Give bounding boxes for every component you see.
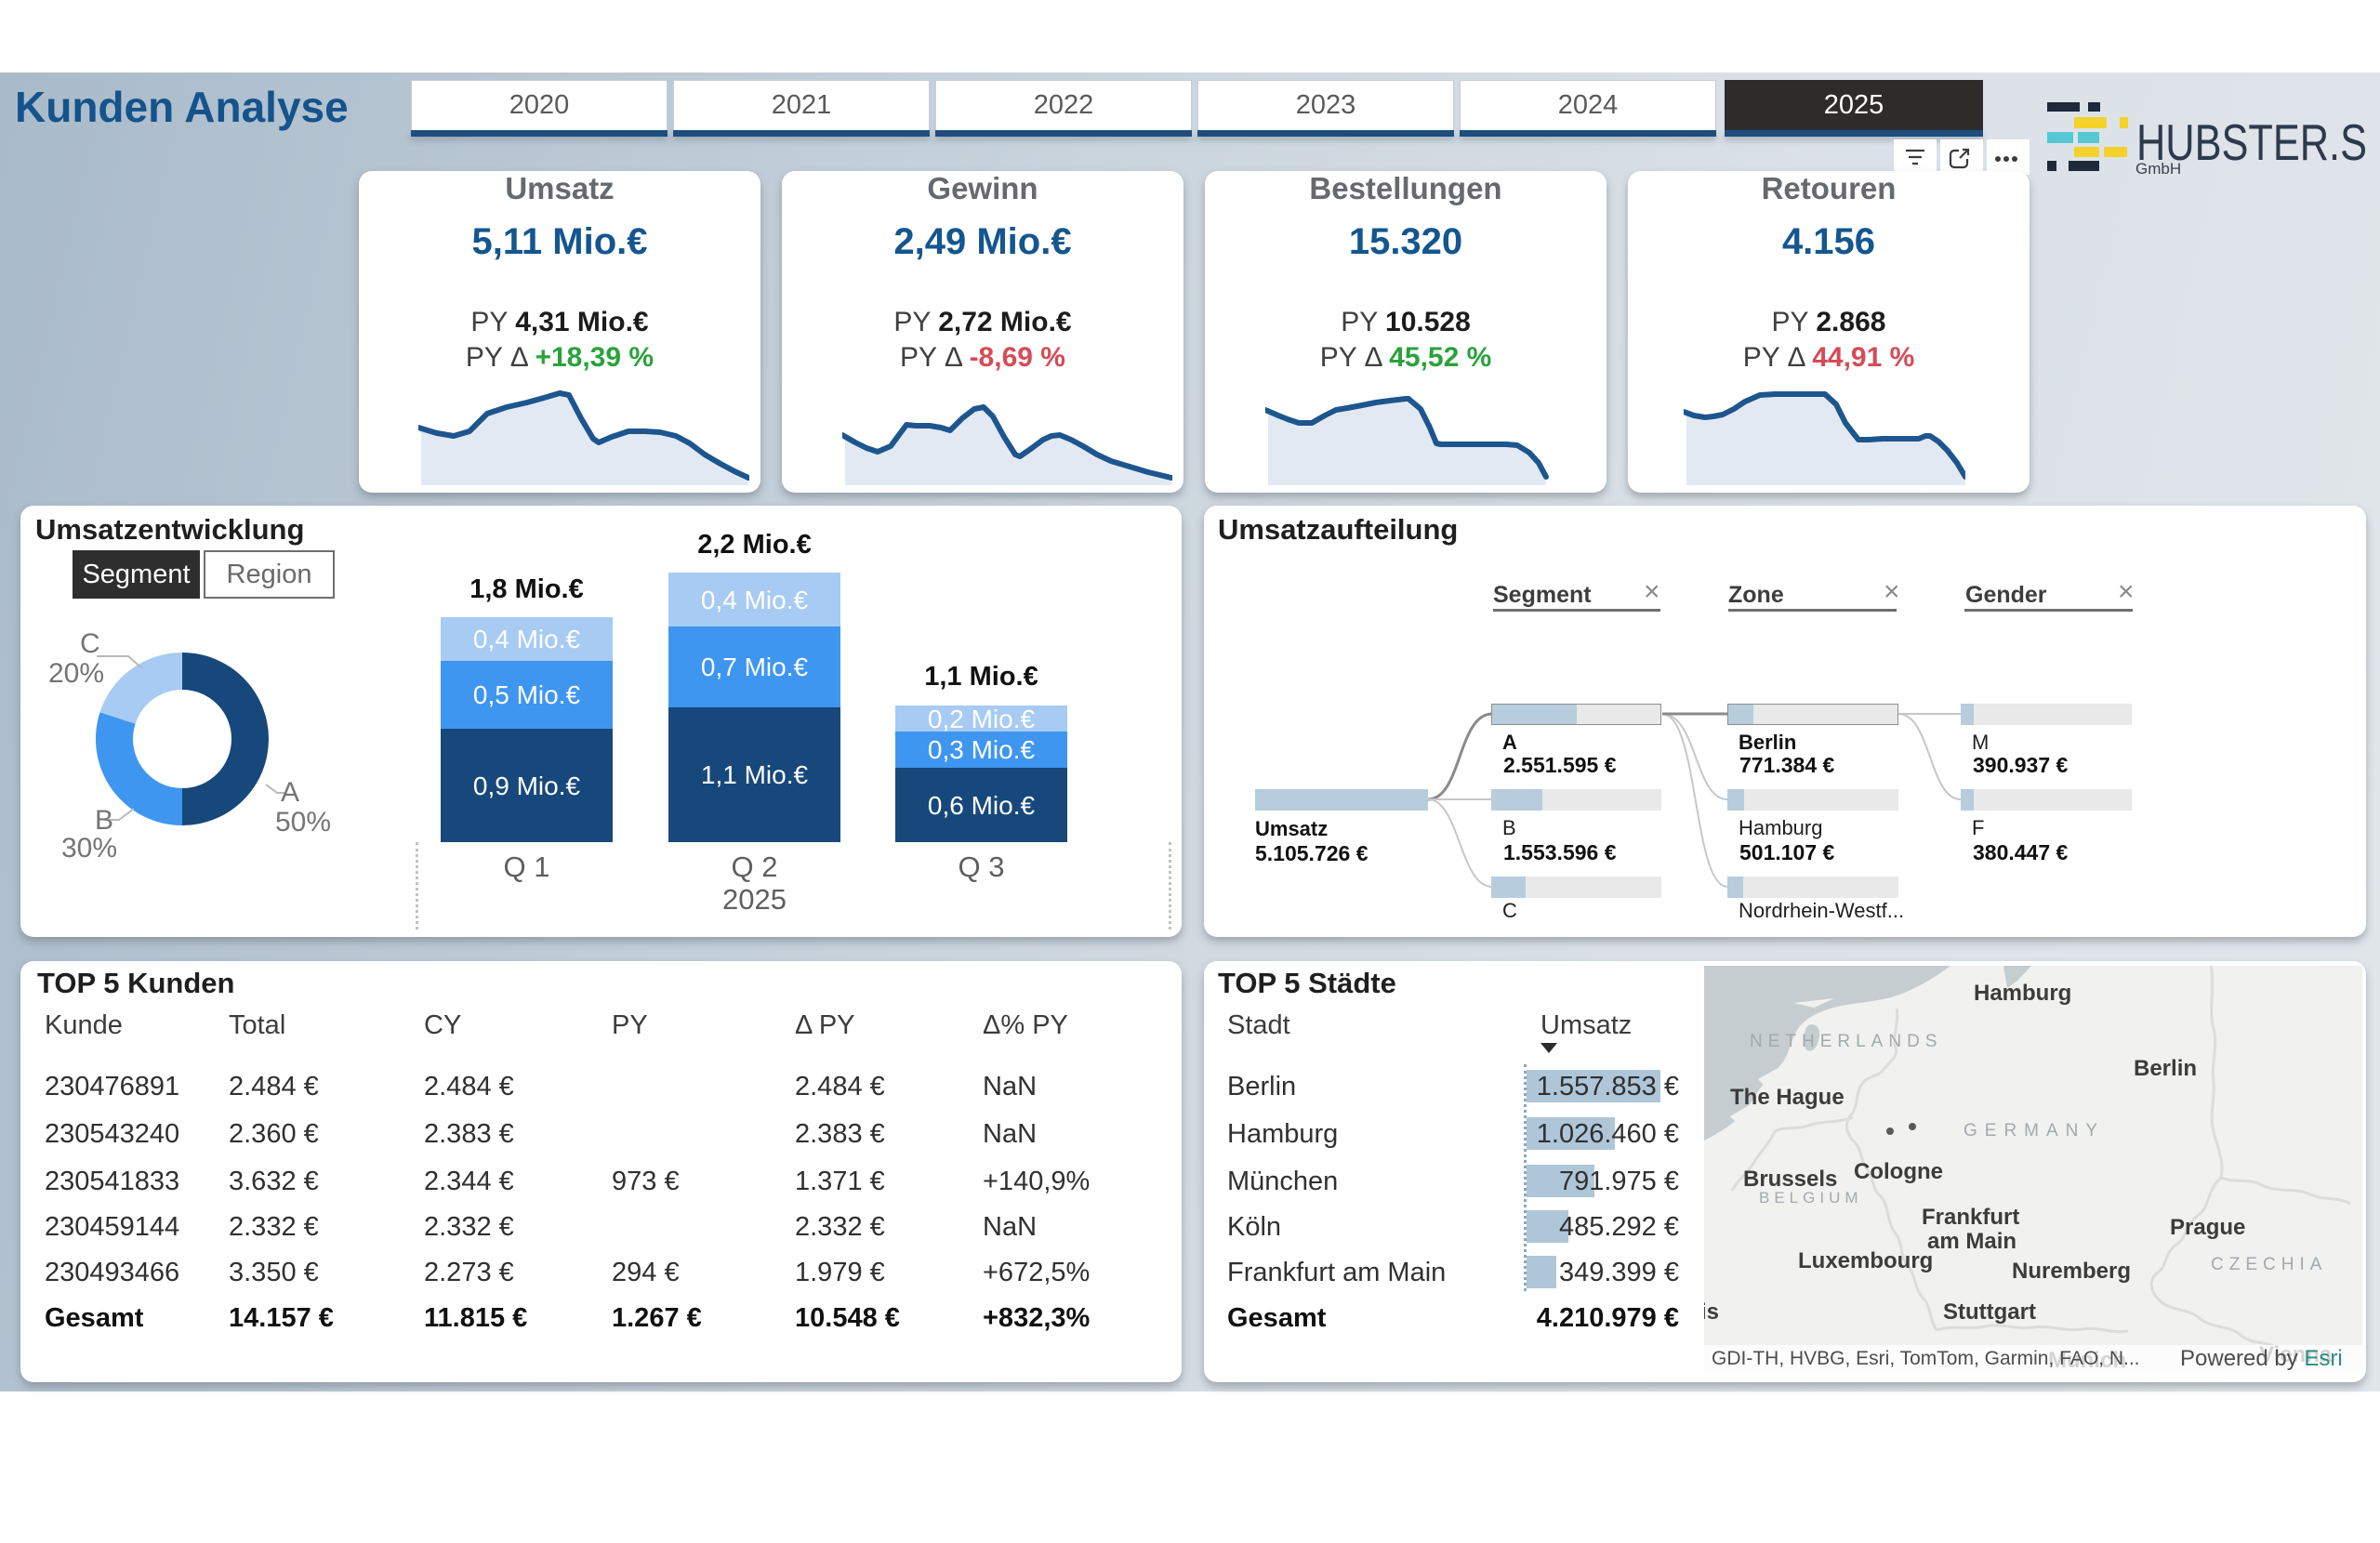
svg-text:GERMANY: GERMANY xyxy=(1964,1121,2105,1141)
svg-text:is: is xyxy=(1704,1299,1719,1325)
svg-text:Berlin: Berlin xyxy=(2134,1056,2197,1081)
svg-text:am Main: am Main xyxy=(1927,1229,2016,1254)
svg-text:HUBSTER.S: HUBSTER.S xyxy=(2136,113,2367,171)
svg-text:NETHERLANDS: NETHERLANDS xyxy=(1750,1032,1942,1051)
svg-text:Hamburg: Hamburg xyxy=(1974,981,2071,1006)
svg-text:Brussels: Brussels xyxy=(1743,1167,1837,1192)
svg-text:Cologne: Cologne xyxy=(1854,1159,1943,1184)
svg-text:Powered by Esri: Powered by Esri xyxy=(2180,1346,2343,1371)
svg-text:Stuttgart: Stuttgart xyxy=(1943,1299,2036,1325)
svg-text:Nuremberg: Nuremberg xyxy=(2012,1259,2131,1284)
svg-text:Prague: Prague xyxy=(2170,1215,2245,1240)
svg-text:GmbH: GmbH xyxy=(2135,160,2181,178)
svg-text:Luxembourg: Luxembourg xyxy=(1798,1248,1933,1273)
svg-text:BELGIUM: BELGIUM xyxy=(1759,1189,1863,1207)
svg-text:CZECHIA: CZECHIA xyxy=(2211,1255,2327,1274)
svg-text:Frankfurt: Frankfurt xyxy=(1922,1205,2019,1230)
svg-text:GDI-TH, HVBG, Esri, TomTom, Ga: GDI-TH, HVBG, Esri, TomTom, Garmin, FAO,… xyxy=(1712,1348,2140,1369)
svg-text:The Hague: The Hague xyxy=(1730,1085,1844,1110)
